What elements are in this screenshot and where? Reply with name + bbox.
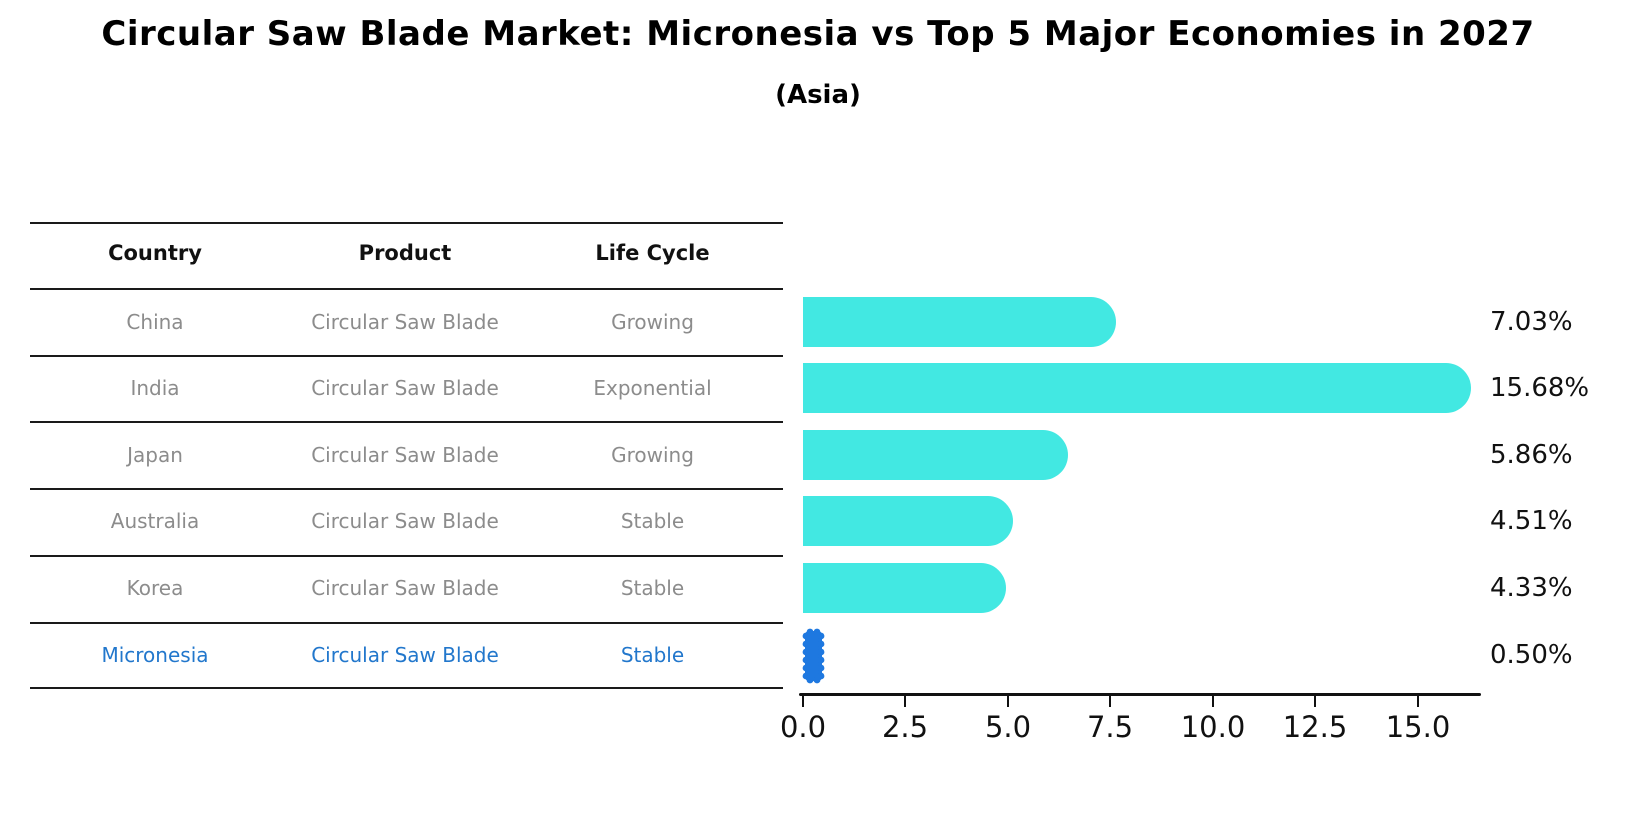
cell-product: Circular Saw Blade [311,643,499,667]
table-divider [30,555,783,557]
table-row-korea: Korea Circular Saw Blade Stable [30,573,783,603]
x-tick-label: 0.0 [779,710,827,744]
column-header-product: Product [358,241,452,265]
x-axis-tick [1417,694,1419,707]
table-divider [30,222,783,224]
cell-country: Micronesia [101,643,209,667]
cell-life-cycle: Growing [611,443,694,467]
bar-japan [803,430,1069,480]
x-axis-tick [904,694,906,707]
bar-korea [803,563,1006,613]
cell-product: Circular Saw Blade [311,509,499,533]
cell-life-cycle: Stable [620,576,685,600]
x-tick-label: 15.0 [1385,710,1451,744]
cell-product: Circular Saw Blade [311,576,499,600]
x-axis-tick [1212,694,1214,707]
table-divider [30,421,783,423]
value-label-australia: 4.51% [1490,506,1573,536]
value-label-micronesia: 0.50% [1490,640,1573,670]
cell-life-cycle: Stable [620,643,685,667]
x-axis-tick [1109,694,1111,707]
x-axis-tick [1007,694,1009,707]
cell-country: China [126,310,184,334]
x-tick-label: 12.5 [1282,710,1348,744]
x-axis-tick [802,694,804,707]
cell-product: Circular Saw Blade [311,443,499,467]
x-axis-tick [1314,694,1316,707]
cell-product: Circular Saw Blade [311,376,499,400]
column-header-country: Country [108,241,202,265]
table-divider [30,622,783,624]
value-label-china: 7.03% [1490,307,1573,337]
table-divider [30,488,783,490]
bar-micronesia [802,628,825,684]
table-divider [30,687,783,689]
cell-country: Korea [126,576,184,600]
cell-country: Japan [127,443,183,467]
table-row-india: India Circular Saw Blade Exponential [30,373,783,403]
chart-subtitle: (Asia) [775,80,861,110]
table-header-row: Country Product Life Cycle [30,238,783,268]
table-row-micronesia: Micronesia Circular Saw Blade Stable [30,640,783,670]
x-tick-label: 10.0 [1180,710,1246,744]
column-header-life-cycle: Life Cycle [595,241,710,265]
bar-australia [803,496,1013,546]
table-row-china: China Circular Saw Blade Growing [30,307,783,337]
x-tick-label: 2.5 [881,710,929,744]
table-divider [30,355,783,357]
table-divider [30,288,783,290]
value-label-japan: 5.86% [1490,440,1573,470]
cell-country: India [130,376,180,400]
cell-life-cycle: Exponential [593,376,712,400]
x-tick-label: 5.0 [984,710,1032,744]
cell-country: Australia [110,509,200,533]
x-axis-line [799,693,1481,696]
x-tick-label: 7.5 [1086,710,1134,744]
cell-life-cycle: Growing [611,310,694,334]
cell-product: Circular Saw Blade [311,310,499,334]
chart-title: Circular Saw Blade Market: Micronesia vs… [101,14,1535,54]
value-label-korea: 4.33% [1490,573,1573,603]
table-row-australia: Australia Circular Saw Blade Stable [30,506,783,536]
bar-india [803,363,1471,413]
value-label-india: 15.68% [1490,373,1590,403]
bar-china [803,297,1117,347]
cell-life-cycle: Stable [620,509,685,533]
table-row-japan: Japan Circular Saw Blade Growing [30,440,783,470]
